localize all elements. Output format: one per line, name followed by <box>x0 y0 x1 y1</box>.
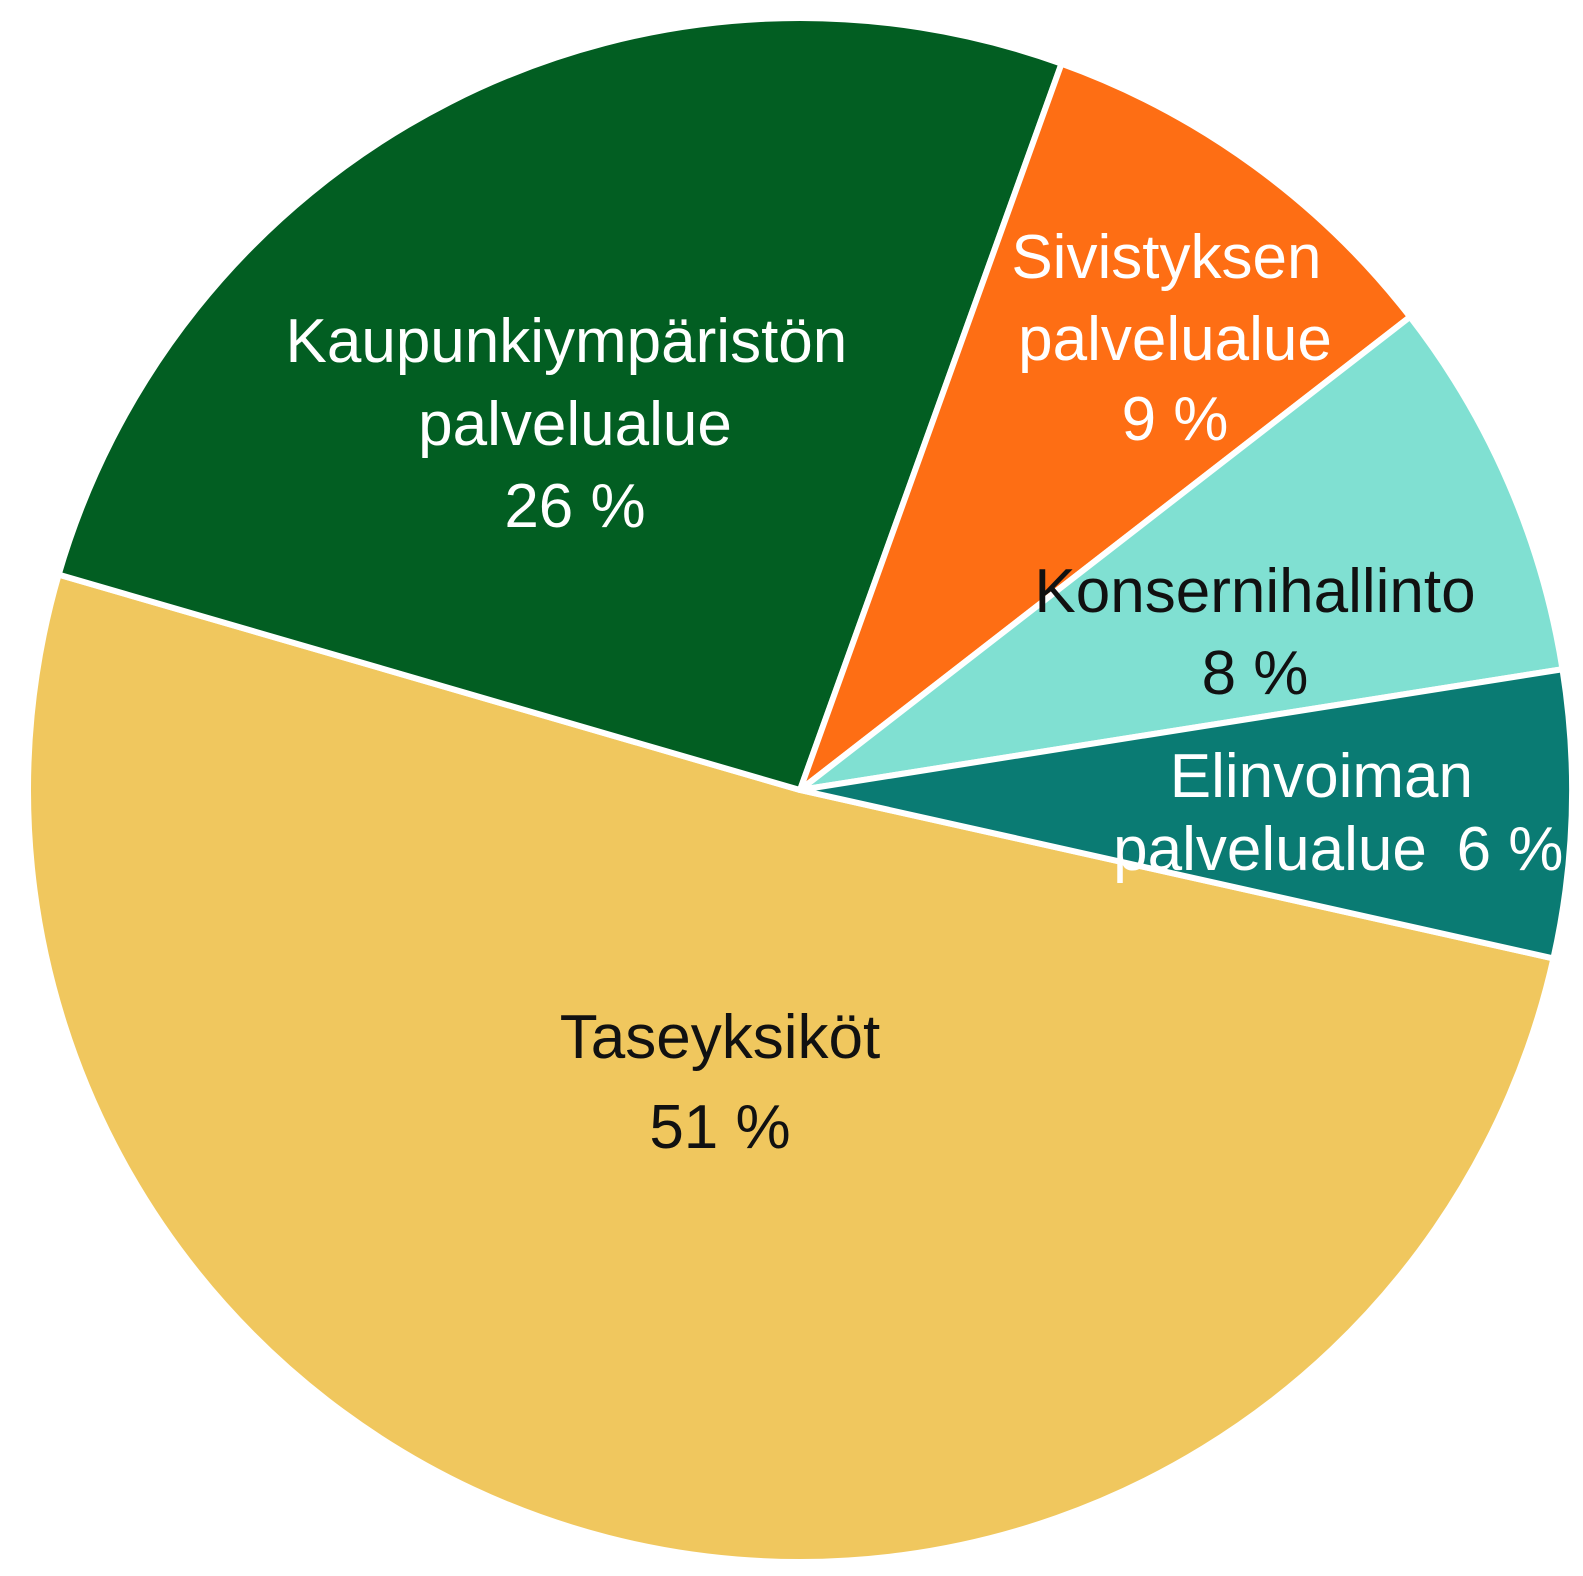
label-line: Kaupunkiympäristön <box>286 307 848 376</box>
label-line: Konsernihallinto <box>1034 557 1475 626</box>
slice-label: Taseyksiköt <box>560 1003 880 1072</box>
pie-slice <box>797 60 1413 793</box>
value-label: 9 % <box>1122 385 1229 454</box>
label-line: palvelualue <box>1018 305 1332 374</box>
label-line: Sivistyksen <box>1011 223 1321 292</box>
value-label: 8 % <box>1202 639 1309 708</box>
label-line: palvelualue <box>1113 815 1427 884</box>
value-label: 6 % <box>1457 815 1564 884</box>
slice-label: Elinvoiman palvelualue <box>1113 742 1490 884</box>
pie-slice <box>25 571 1557 1565</box>
slice-label: Konsernihallinto <box>1034 557 1475 626</box>
value-label: 26 % <box>504 472 645 541</box>
label-line: Taseyksiköt <box>560 1003 880 1072</box>
label-line: Elinvoiman <box>1170 742 1473 811</box>
pie-slice <box>55 15 1065 793</box>
slice-label: Kaupunkiympäristön palvelualue <box>286 307 865 459</box>
pie-slice <box>797 666 1575 962</box>
value-label: 51 % <box>649 1093 790 1162</box>
pie-slice <box>797 313 1566 793</box>
slice-label: Sivistyksen palvelualue <box>1011 223 1338 374</box>
label-line: palvelualue <box>418 390 732 459</box>
